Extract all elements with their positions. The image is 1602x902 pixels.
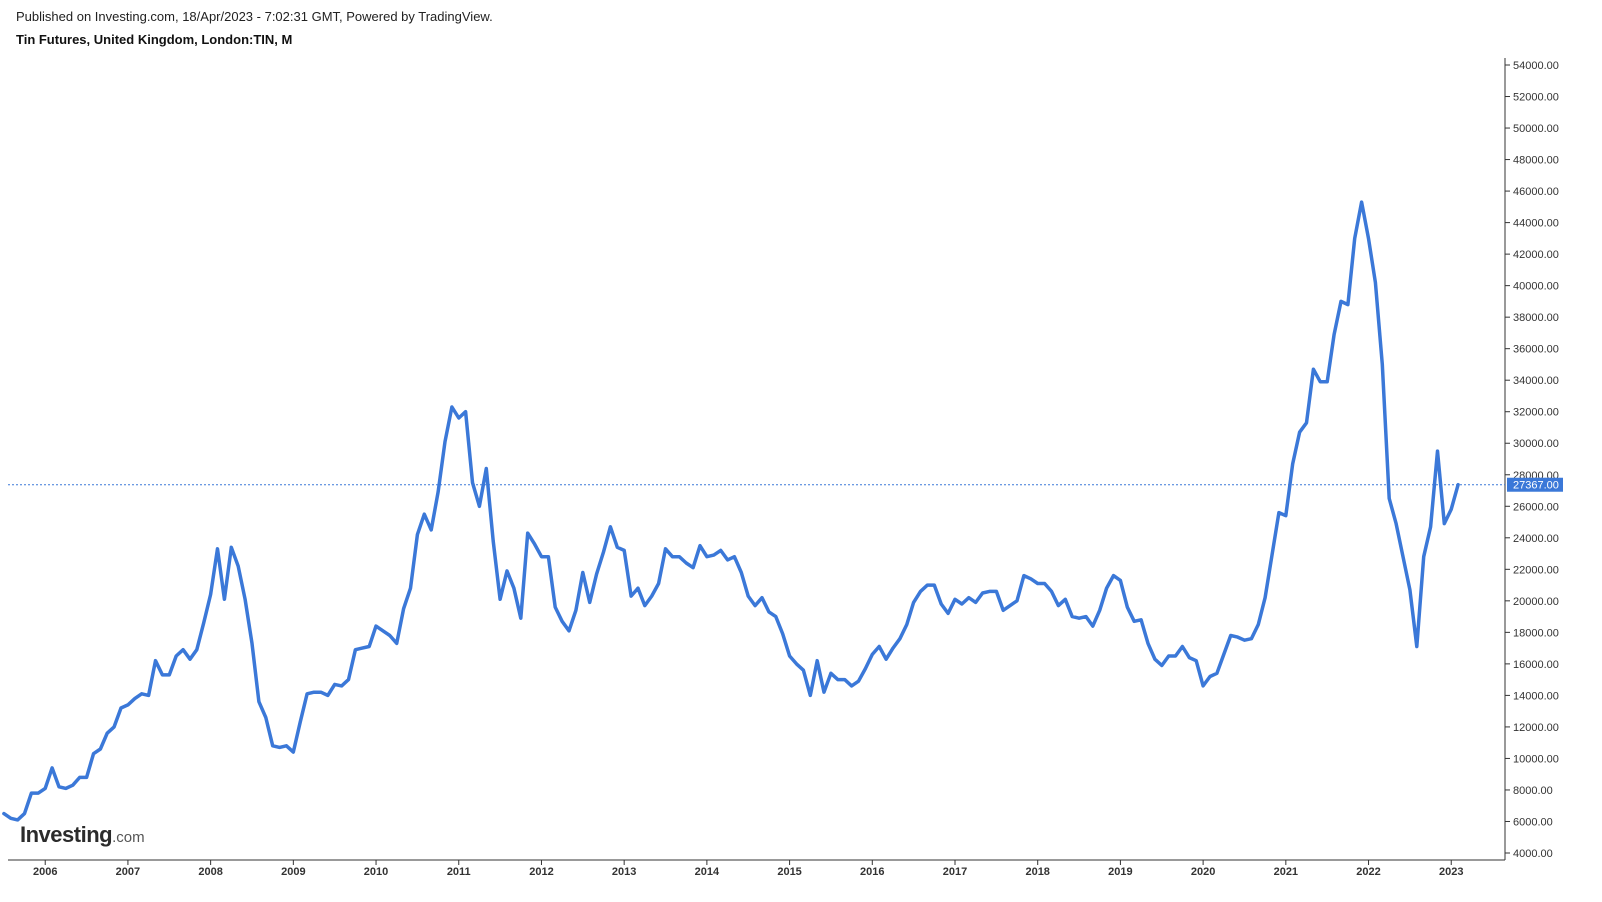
y-tick-label: 8000.00 — [1513, 785, 1553, 797]
y-tick-label: 50000.00 — [1513, 123, 1559, 135]
x-tick-label: 2021 — [1274, 866, 1298, 878]
x-tick-label: 2006 — [33, 866, 57, 878]
x-tick-label: 2023 — [1439, 866, 1463, 878]
y-tick-label: 12000.00 — [1513, 722, 1559, 734]
last-price-label-bg — [1507, 477, 1563, 492]
y-tick-label: 18000.00 — [1513, 627, 1559, 639]
y-tick-label: 16000.00 — [1513, 659, 1559, 671]
y-tick-label: 34000.00 — [1513, 375, 1559, 387]
y-tick-label: 4000.00 — [1513, 848, 1553, 860]
price-series-line — [2, 200, 1460, 822]
logo-main-text: Investing — [20, 822, 113, 847]
x-tick-label: 2020 — [1191, 866, 1215, 878]
x-tick-label: 2009 — [281, 866, 305, 878]
x-tick-label: 2022 — [1356, 866, 1380, 878]
chart-title: Tin Futures, United Kingdom, London:TIN,… — [16, 32, 293, 47]
y-tick-label: 40000.00 — [1513, 281, 1559, 293]
x-tick-label: 2010 — [364, 866, 388, 878]
investing-logo: Investing.com — [20, 822, 145, 848]
y-tick-label: 26000.00 — [1513, 501, 1559, 513]
y-tick-label: 32000.00 — [1513, 407, 1559, 419]
y-tick-label: 42000.00 — [1513, 249, 1559, 261]
x-tick-label: 2016 — [860, 866, 884, 878]
y-tick-label: 54000.00 — [1513, 60, 1559, 72]
y-tick-label: 30000.00 — [1513, 438, 1559, 450]
x-tick-label: 2018 — [1025, 866, 1049, 878]
x-tick-label: 2007 — [116, 866, 140, 878]
y-tick-label: 14000.00 — [1513, 690, 1559, 702]
x-tick-label: 2015 — [777, 866, 801, 878]
x-tick-label: 2011 — [447, 866, 471, 878]
x-tick-label: 2008 — [198, 866, 222, 878]
last-price-label: 27367.00 — [1513, 480, 1559, 492]
y-tick-label: 20000.00 — [1513, 596, 1559, 608]
y-tick-label: 36000.00 — [1513, 344, 1559, 356]
y-tick-label: 22000.00 — [1513, 564, 1559, 576]
y-tick-label: 24000.00 — [1513, 533, 1559, 545]
y-tick-label: 52000.00 — [1513, 92, 1559, 104]
published-note: Published on Investing.com, 18/Apr/2023 … — [16, 9, 493, 24]
y-tick-label: 46000.00 — [1513, 186, 1559, 198]
x-tick-label: 2014 — [695, 866, 720, 878]
y-tick-label: 48000.00 — [1513, 155, 1559, 167]
x-tick-label: 2012 — [529, 866, 553, 878]
y-tick-label: 38000.00 — [1513, 312, 1559, 324]
x-tick-label: 2017 — [943, 866, 967, 878]
y-tick-label: 10000.00 — [1513, 753, 1559, 765]
x-tick-label: 2019 — [1108, 866, 1132, 878]
y-tick-label: 44000.00 — [1513, 218, 1559, 230]
x-tick-label: 2013 — [612, 866, 636, 878]
logo-suffix-text: .com — [112, 829, 145, 846]
y-tick-label: 6000.00 — [1513, 816, 1553, 828]
